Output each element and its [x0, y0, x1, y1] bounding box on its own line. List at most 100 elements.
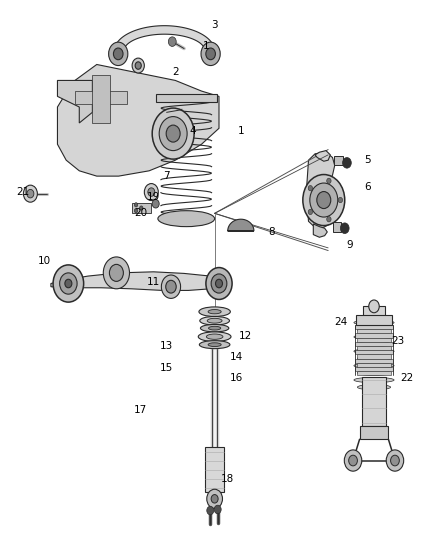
Bar: [155, 94, 217, 102]
Circle shape: [135, 62, 141, 69]
Ellipse shape: [207, 318, 222, 323]
Polygon shape: [357, 363, 391, 367]
Circle shape: [168, 37, 176, 46]
Ellipse shape: [158, 211, 215, 227]
Bar: [360, 426, 389, 439]
Text: 19: 19: [147, 192, 160, 203]
Circle shape: [152, 108, 194, 159]
Circle shape: [166, 125, 180, 142]
Circle shape: [386, 450, 404, 471]
Polygon shape: [114, 26, 214, 55]
Polygon shape: [355, 325, 393, 329]
Ellipse shape: [208, 310, 221, 314]
Text: 1: 1: [203, 41, 209, 51]
Circle shape: [391, 455, 399, 466]
Ellipse shape: [208, 343, 221, 346]
Ellipse shape: [357, 342, 391, 347]
Ellipse shape: [198, 332, 231, 342]
Text: 18: 18: [221, 474, 234, 484]
Circle shape: [338, 197, 343, 203]
Circle shape: [113, 48, 123, 60]
Ellipse shape: [201, 325, 229, 332]
Bar: [334, 156, 343, 165]
Text: 23: 23: [392, 336, 405, 346]
Text: 6: 6: [364, 182, 371, 192]
Polygon shape: [51, 272, 230, 290]
Circle shape: [211, 495, 218, 503]
Circle shape: [327, 216, 331, 222]
Polygon shape: [355, 350, 393, 354]
Ellipse shape: [357, 384, 391, 390]
Circle shape: [109, 42, 128, 66]
Ellipse shape: [200, 317, 230, 325]
Circle shape: [23, 185, 37, 202]
Circle shape: [317, 191, 331, 208]
Circle shape: [308, 185, 313, 191]
Ellipse shape: [354, 349, 394, 354]
Bar: [92, 75, 110, 123]
Polygon shape: [357, 346, 391, 350]
Polygon shape: [355, 334, 393, 337]
Circle shape: [166, 280, 176, 293]
Text: 7: 7: [163, 171, 170, 181]
Text: 9: 9: [346, 240, 353, 250]
Bar: [75, 91, 127, 104]
Polygon shape: [357, 372, 391, 375]
Circle shape: [103, 257, 130, 289]
Circle shape: [343, 158, 351, 168]
Circle shape: [340, 223, 349, 233]
Circle shape: [110, 264, 124, 281]
Ellipse shape: [354, 377, 394, 383]
Circle shape: [134, 203, 138, 207]
Polygon shape: [355, 342, 393, 346]
Polygon shape: [306, 152, 336, 228]
Circle shape: [53, 265, 84, 302]
Polygon shape: [57, 64, 219, 176]
Text: 2: 2: [172, 68, 179, 77]
Circle shape: [310, 183, 338, 217]
Text: 24: 24: [335, 317, 348, 327]
Ellipse shape: [354, 363, 394, 368]
Circle shape: [201, 42, 220, 66]
Circle shape: [152, 199, 159, 208]
Ellipse shape: [357, 370, 391, 375]
Text: 8: 8: [268, 227, 275, 237]
Circle shape: [207, 506, 214, 515]
Circle shape: [148, 188, 155, 196]
Circle shape: [327, 178, 331, 183]
Text: 5: 5: [364, 155, 371, 165]
Circle shape: [211, 274, 227, 293]
Circle shape: [140, 206, 143, 210]
Text: 15: 15: [160, 362, 173, 373]
Text: 12: 12: [239, 330, 252, 341]
Polygon shape: [355, 359, 393, 363]
Polygon shape: [315, 151, 330, 161]
Text: 22: 22: [400, 373, 413, 383]
Text: 11: 11: [147, 278, 160, 287]
Text: 20: 20: [134, 208, 147, 219]
Circle shape: [369, 300, 379, 313]
Ellipse shape: [354, 320, 394, 325]
Circle shape: [303, 174, 345, 225]
Circle shape: [145, 183, 158, 200]
Polygon shape: [228, 219, 254, 231]
Text: 14: 14: [230, 352, 243, 362]
Circle shape: [161, 275, 180, 298]
Text: 3: 3: [211, 20, 218, 30]
Polygon shape: [357, 337, 391, 342]
Ellipse shape: [199, 307, 230, 317]
Text: 21: 21: [16, 187, 29, 197]
Polygon shape: [57, 80, 92, 123]
Bar: [205, 447, 224, 492]
Circle shape: [65, 279, 72, 288]
Bar: [362, 376, 386, 426]
Text: 10: 10: [38, 256, 51, 266]
Ellipse shape: [354, 334, 394, 340]
Text: 16: 16: [230, 373, 243, 383]
Circle shape: [60, 273, 77, 294]
Bar: [363, 306, 385, 317]
Circle shape: [159, 117, 187, 151]
Polygon shape: [357, 354, 391, 359]
Bar: [356, 316, 392, 325]
Text: 1: 1: [237, 126, 244, 136]
